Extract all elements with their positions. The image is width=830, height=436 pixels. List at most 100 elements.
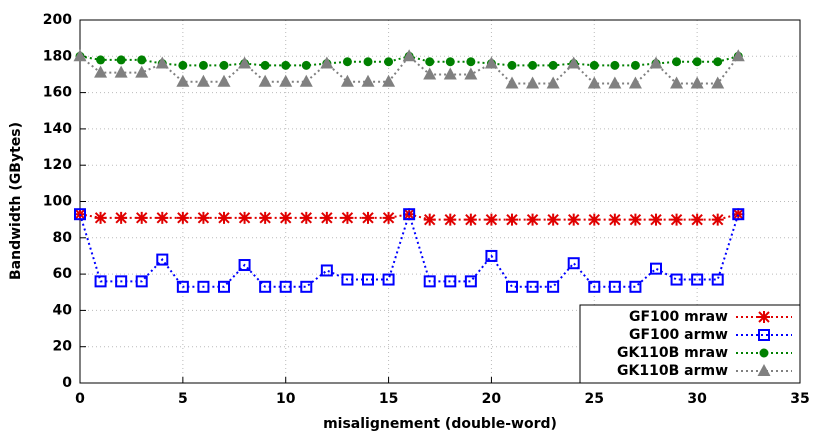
marker <box>217 74 231 87</box>
x-tick-label: 15 <box>379 391 398 407</box>
x-tick-label: 0 <box>75 391 85 407</box>
marker <box>96 55 106 65</box>
marker <box>362 273 374 286</box>
marker <box>443 67 457 80</box>
marker <box>546 76 560 89</box>
marker <box>176 280 189 293</box>
marker <box>73 49 87 62</box>
y-tick-label: 120 <box>43 157 72 173</box>
marker <box>341 273 354 286</box>
marker <box>320 211 333 224</box>
marker <box>506 280 518 293</box>
marker <box>713 57 723 67</box>
y-axis-label: Bandwidth (GBytes) <box>8 122 24 280</box>
marker <box>178 60 188 70</box>
marker <box>547 213 560 226</box>
y-tick-label: 180 <box>43 48 72 64</box>
marker <box>279 211 292 224</box>
marker <box>74 208 86 221</box>
marker <box>156 253 169 266</box>
marker <box>526 280 539 293</box>
marker <box>320 264 333 277</box>
marker <box>731 49 745 62</box>
marker <box>423 67 437 80</box>
marker <box>758 311 770 323</box>
marker <box>299 74 313 87</box>
legend-label: GF100 armw <box>629 327 728 343</box>
marker <box>589 60 599 70</box>
marker <box>567 213 580 226</box>
y-tick-label: 20 <box>53 339 73 355</box>
series-line <box>79 213 739 221</box>
marker <box>423 275 436 288</box>
marker <box>341 211 354 224</box>
marker <box>258 74 272 87</box>
marker <box>548 60 558 70</box>
marker <box>610 60 620 70</box>
y-tick-label: 60 <box>53 266 73 282</box>
x-tick-label: 30 <box>687 391 707 407</box>
marker <box>320 56 334 69</box>
marker <box>423 213 436 226</box>
marker <box>281 60 291 70</box>
marker <box>567 56 581 69</box>
series-line <box>79 54 740 85</box>
marker <box>464 275 477 288</box>
marker <box>608 280 621 293</box>
marker <box>670 76 684 89</box>
marker <box>505 76 519 89</box>
marker <box>466 57 476 67</box>
legend-label: GK110B mraw <box>617 345 728 361</box>
marker <box>649 56 663 69</box>
marker <box>588 213 601 226</box>
marker <box>402 49 416 62</box>
marker <box>757 364 771 376</box>
legend-label: GK110B armw <box>617 363 728 379</box>
marker <box>650 213 662 226</box>
y-tick-label: 160 <box>43 85 72 101</box>
marker <box>363 57 373 67</box>
marker <box>382 273 395 286</box>
marker <box>196 74 210 87</box>
marker <box>587 76 601 89</box>
x-tick-label: 10 <box>276 391 296 407</box>
marker <box>711 273 724 286</box>
marker <box>759 348 769 358</box>
marker <box>547 280 560 293</box>
marker <box>218 280 230 293</box>
marker <box>758 329 770 341</box>
marker <box>300 280 313 293</box>
marker <box>238 56 252 69</box>
x-axis-label: misalignement (double-word) <box>323 416 557 432</box>
marker <box>94 211 107 224</box>
y-tick-label: 0 <box>62 375 72 391</box>
marker <box>670 213 683 226</box>
x-tick-label: 20 <box>482 391 502 407</box>
y-tick-label: 200 <box>43 12 72 28</box>
marker <box>115 211 128 224</box>
marker <box>218 211 230 224</box>
marker <box>670 273 683 286</box>
marker <box>94 65 108 78</box>
marker <box>629 213 642 226</box>
marker <box>382 211 395 224</box>
marker <box>629 280 642 293</box>
marker <box>650 262 662 275</box>
marker <box>464 67 478 80</box>
marker <box>384 57 394 67</box>
marker <box>464 213 477 226</box>
marker <box>711 213 724 226</box>
marker <box>176 74 190 87</box>
marker <box>485 249 498 262</box>
marker <box>690 76 704 89</box>
marker <box>444 275 457 288</box>
marker <box>485 213 498 226</box>
marker <box>198 60 208 70</box>
marker <box>445 57 455 67</box>
marker <box>362 211 374 224</box>
marker <box>732 208 745 221</box>
marker <box>361 74 375 87</box>
marker <box>507 60 517 70</box>
marker <box>238 211 251 224</box>
